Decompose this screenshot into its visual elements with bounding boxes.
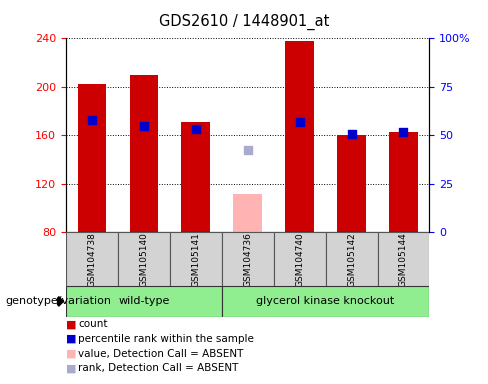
Text: GSM104736: GSM104736 [243,232,252,286]
Point [347,131,355,137]
Bar [118,232,170,286]
Bar [170,232,222,286]
Bar [129,75,158,232]
Bar [222,232,274,286]
Text: percentile rank within the sample: percentile rank within the sample [78,334,254,344]
Text: ■: ■ [66,319,77,329]
Text: GSM104740: GSM104740 [295,232,304,286]
Bar [233,194,262,232]
Bar [182,122,210,232]
Text: ■: ■ [66,363,77,373]
Point [192,126,200,132]
Text: rank, Detection Call = ABSENT: rank, Detection Call = ABSENT [78,363,239,373]
Point [296,119,304,125]
Bar [66,286,222,317]
Text: GSM105144: GSM105144 [399,232,408,286]
Bar [285,41,314,232]
Text: wild-type: wild-type [118,296,169,306]
Text: genotype/variation: genotype/variation [5,296,111,306]
Text: value, Detection Call = ABSENT: value, Detection Call = ABSENT [78,349,244,359]
Bar [389,132,418,232]
Bar [222,286,429,317]
Text: ■: ■ [66,349,77,359]
Bar [78,84,106,232]
Text: count: count [78,319,107,329]
Bar [66,232,118,286]
Bar [274,232,325,286]
Text: ■: ■ [66,334,77,344]
Bar [325,232,378,286]
Point [244,147,252,153]
Point [140,122,148,129]
Text: GSM105140: GSM105140 [139,232,148,286]
Bar [378,232,429,286]
Point [88,116,96,122]
Text: glycerol kinase knockout: glycerol kinase knockout [256,296,395,306]
Point [400,129,407,135]
Text: GDS2610 / 1448901_at: GDS2610 / 1448901_at [159,13,329,30]
Text: GSM104738: GSM104738 [87,232,96,286]
Text: GSM105141: GSM105141 [191,232,200,286]
Text: GSM105142: GSM105142 [347,232,356,286]
Bar [337,136,366,232]
